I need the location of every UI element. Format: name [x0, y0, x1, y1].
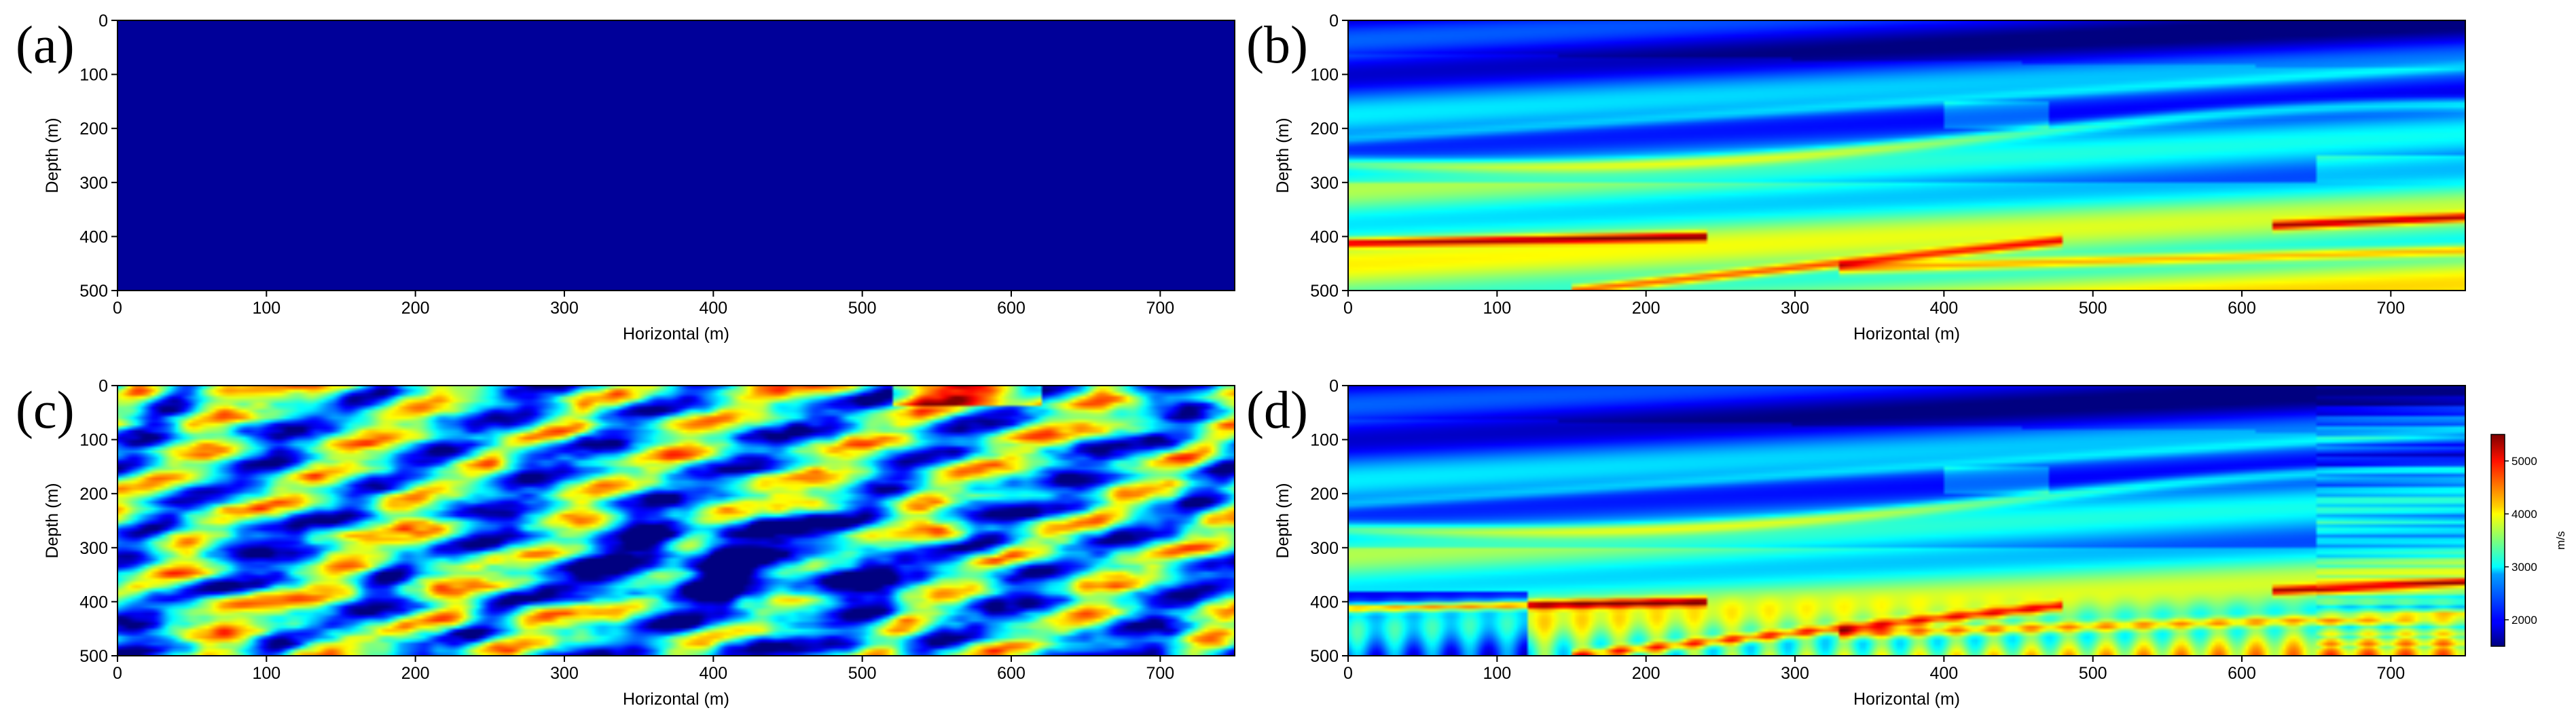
panel-b: 0 100 200 300 400 500 600 700 0 100 200 300 400 500 Ho…	[1246, 12, 2466, 343]
x-tick-label: 600	[997, 664, 1026, 683]
y-tick-label: 200	[79, 485, 108, 504]
x-tick-label: 300	[1781, 664, 1809, 683]
x-tick-label: 700	[1146, 664, 1174, 683]
plot-frame	[1347, 385, 2466, 656]
x-tick-label: 0	[1343, 664, 1353, 683]
x-tick-label: 200	[1632, 299, 1661, 318]
x-axis-label: Horizontal (m)	[1853, 690, 1960, 709]
y-tick-label: 200	[79, 119, 108, 138]
y-tick-label: 500	[1310, 647, 1339, 666]
y-tick-label: 100	[1310, 66, 1339, 85]
x-tick-label: 700	[1146, 299, 1174, 318]
x-tick-label: 500	[848, 664, 877, 683]
colorbar-tick-label: 2000	[2511, 614, 2537, 627]
x-tick-label: 0	[113, 664, 122, 683]
heatmap-image	[117, 20, 1235, 291]
y-axis-label: Depth (m)	[1273, 483, 1292, 558]
colorbar-tick-label: 3000	[2511, 561, 2537, 574]
panel-a: 0 100 200 300 400 500 600 700 0 100 200 300 400 500 Ho…	[16, 12, 1235, 343]
colorbar-gradient	[2490, 434, 2505, 647]
colorbar-tick-label: 4000	[2511, 508, 2537, 521]
x-tick-label: 600	[2228, 664, 2256, 683]
y-tick-label: 300	[1310, 539, 1339, 558]
y-tick-label: 400	[1310, 593, 1339, 612]
y-tick-label: 0	[1329, 12, 1339, 31]
y-tick-label: 0	[98, 377, 108, 396]
x-tick-label: 200	[1632, 664, 1661, 683]
x-tick-label: 300	[550, 664, 579, 683]
y-tick-label: 0	[98, 12, 108, 31]
plot-frame	[117, 20, 1235, 291]
panel-c: 0 100 200 300 400 500 600 700 0 100 200 300 400 500 Ho…	[16, 377, 1235, 709]
y-tick-label: 300	[79, 174, 108, 193]
y-tick-label: 200	[1310, 119, 1339, 138]
y-tick-label: 200	[1310, 485, 1339, 504]
colorbar-label: m/s	[2554, 531, 2567, 549]
y-tick-label: 100	[1310, 431, 1339, 450]
y-tick-label: 100	[79, 431, 108, 450]
x-axis-label: Horizontal (m)	[623, 324, 729, 343]
x-tick-label: 0	[113, 299, 122, 318]
x-tick-label: 200	[401, 664, 430, 683]
y-tick-label: 300	[1310, 174, 1339, 193]
panel-label: (d)	[1246, 380, 1308, 439]
y-axis-label: Depth (m)	[43, 117, 62, 193]
panel-label: (a)	[16, 15, 75, 74]
panel-label: (b)	[1246, 15, 1308, 74]
heatmap-image	[1348, 386, 2465, 656]
x-tick-label: 400	[699, 664, 727, 683]
x-tick-label: 300	[550, 299, 579, 318]
y-tick-label: 500	[1310, 282, 1339, 301]
x-tick-label: 200	[401, 299, 430, 318]
y-tick-label: 400	[79, 227, 108, 246]
plot-frame	[117, 385, 1235, 656]
x-tick-label: 400	[1929, 299, 1958, 318]
y-axis-label: Depth (m)	[1273, 117, 1292, 193]
x-tick-label: 100	[252, 664, 280, 683]
x-tick-label: 400	[699, 299, 727, 318]
x-tick-label: 100	[1483, 664, 1511, 683]
y-tick-label: 100	[79, 66, 108, 85]
colorbar: 2000 3000 4000 5000 m/s	[2490, 434, 2567, 647]
x-tick-label: 0	[1343, 299, 1353, 318]
x-tick-label: 500	[2079, 299, 2107, 318]
y-axis-label: Depth (m)	[43, 483, 62, 558]
x-tick-label: 500	[848, 299, 877, 318]
x-tick-label: 600	[2228, 299, 2256, 318]
x-tick-label: 300	[1781, 299, 1809, 318]
heatmap-image	[1348, 20, 2465, 291]
x-tick-label: 600	[997, 299, 1026, 318]
x-axis-label: Horizontal (m)	[623, 690, 729, 709]
plot-frame	[1347, 20, 2466, 291]
y-tick-label: 400	[79, 593, 108, 612]
panel-label: (c)	[16, 380, 75, 439]
y-tick-label: 0	[1329, 377, 1339, 396]
x-tick-label: 400	[1929, 664, 1958, 683]
y-tick-label: 500	[79, 282, 108, 301]
y-tick-label: 400	[1310, 227, 1339, 246]
y-tick-label: 300	[79, 539, 108, 558]
heatmap-image	[117, 386, 1235, 656]
x-tick-label: 700	[2376, 299, 2405, 318]
x-tick-label: 100	[1483, 299, 1511, 318]
x-axis-label: Horizontal (m)	[1853, 324, 1960, 343]
x-tick-label: 700	[2376, 664, 2405, 683]
colorbar-tick-label: 5000	[2511, 455, 2537, 468]
x-tick-label: 100	[252, 299, 280, 318]
x-tick-label: 500	[2079, 664, 2107, 683]
panel-d: 0 100 200 300 400 500 600 700 0 100 200 300 400 500 Ho…	[1246, 377, 2466, 709]
y-tick-label: 500	[79, 647, 108, 666]
